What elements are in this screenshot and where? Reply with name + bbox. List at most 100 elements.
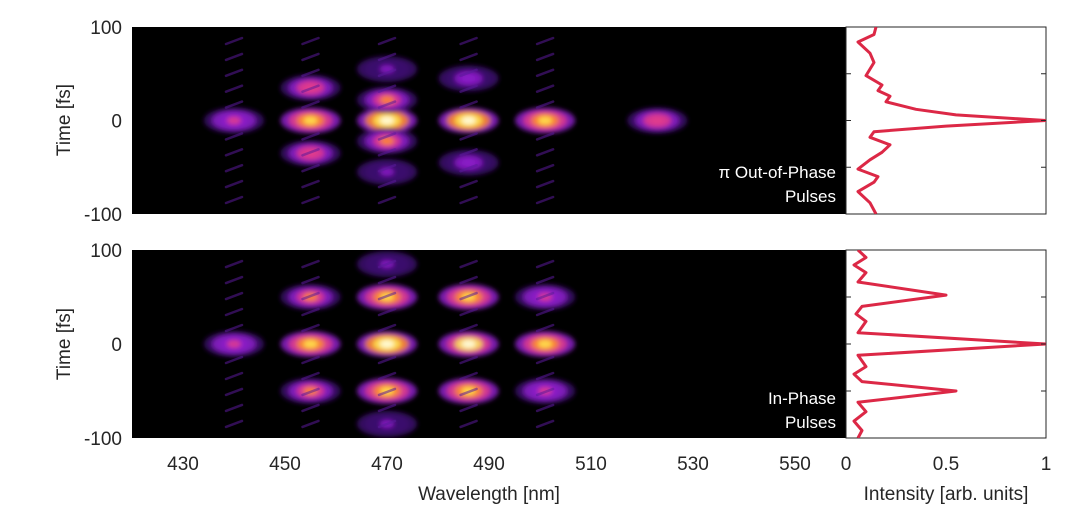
fringe-stripe [377, 52, 397, 62]
fringe-stripe [301, 132, 320, 141]
top-intensity-panel [845, 26, 1047, 215]
fringe-stripe [377, 259, 397, 269]
fringe-stripe [224, 387, 244, 397]
fringe-stripe [224, 52, 244, 62]
heatmap-blob [380, 137, 394, 146]
top-spectrogram-panel: π Out-of-Phase Pulses [132, 27, 846, 214]
fringe-stripe [377, 163, 397, 173]
fringe-stripe [459, 100, 478, 109]
fringe-stripe [301, 163, 320, 173]
fringe-stripe [459, 84, 478, 93]
fringe-stripe [535, 100, 555, 109]
heatmap-blob [650, 116, 665, 125]
top-ytick-label: 0 [111, 112, 122, 133]
fringe-stripe [377, 84, 397, 93]
bottom-annotation-line2: Pulses [785, 413, 836, 432]
bottom-annotation-line1: In-Phase [768, 389, 836, 408]
fringe-stripe [301, 36, 320, 46]
fringe-stripe [301, 355, 320, 365]
fringe-stripe [224, 195, 244, 205]
intensity-xtick-label: 0 [841, 454, 852, 475]
heatmap-blob [538, 340, 553, 348]
fringe-stripe [301, 195, 320, 205]
fringe-stripe [301, 387, 320, 397]
fringe-stripe [535, 36, 555, 46]
fringe-stripe [377, 323, 397, 333]
fringe-stripe [459, 195, 478, 205]
fringe-stripe [301, 52, 320, 62]
heatmap-blob [227, 116, 241, 125]
fringe-stripe [459, 36, 478, 46]
heatmap-blob [227, 340, 241, 348]
fringe-stripe [535, 323, 555, 333]
heatmap-blob [461, 158, 476, 167]
intensity-xlabel: Intensity [arb. units] [864, 484, 1029, 505]
fringe-stripe [377, 68, 397, 78]
fringe-stripe [459, 323, 478, 333]
fringe-stripe [301, 275, 320, 285]
wavelength-xtick-label: 450 [269, 454, 301, 475]
top-ylabel: Time [fs] [54, 84, 75, 156]
fringe-stripe [535, 148, 555, 157]
fringe-stripe [224, 100, 244, 109]
bottom-ytick-label: 0 [111, 335, 122, 356]
fringe-stripe [224, 68, 244, 78]
bottom-ytick-label: -100 [84, 429, 122, 450]
fringe-stripe [377, 403, 397, 413]
fringe-stripe [459, 132, 478, 141]
intensity-line [856, 27, 1046, 214]
fringe-stripe [535, 195, 555, 205]
fringe-stripe [301, 403, 320, 413]
fringe-stripe [224, 419, 244, 429]
fringe-stripe [535, 259, 555, 269]
fringe-stripe [459, 275, 478, 285]
fringe-stripe [224, 323, 244, 333]
bottom-ytick-label: 100 [90, 241, 122, 262]
fringe-stripe [301, 100, 320, 109]
fringe-stripe [301, 291, 320, 301]
fringe-stripe [377, 148, 397, 157]
fringe-stripe [459, 419, 478, 429]
bottom-intensity-panel [845, 249, 1047, 439]
fringe-stripe [377, 371, 397, 381]
heatmap-blob [303, 340, 318, 348]
fringe-stripe [301, 68, 320, 78]
fringe-stripe [459, 371, 478, 381]
fringe-stripe [535, 355, 555, 365]
fringe-stripe [377, 419, 397, 429]
heatmap-blob [380, 116, 394, 125]
fringe-stripe [535, 163, 555, 173]
fringe-stripe [224, 291, 244, 301]
heatmap-blob [380, 95, 394, 104]
fringe-stripe [459, 387, 478, 397]
fringe-stripe [535, 52, 555, 62]
top-ytick-label: -100 [84, 205, 122, 226]
fringe-stripe [301, 323, 320, 333]
fringe-stripe [224, 275, 244, 285]
fringe-stripe [224, 307, 244, 317]
fringe-stripe [224, 355, 244, 365]
intensity-line [852, 250, 1046, 438]
fringe-stripe [224, 259, 244, 269]
top-annotation-line1: π Out-of-Phase [718, 163, 836, 182]
fringe-stripe [377, 275, 397, 285]
fringe-stripe [377, 307, 397, 317]
bottom-spectrogram-panel: In-Phase Pulses [132, 250, 846, 438]
fringe-stripe [535, 275, 555, 285]
bottom-xlabel: Wavelength [nm] [418, 484, 560, 505]
fringe-stripe [535, 387, 555, 397]
fringe-stripe [377, 100, 397, 109]
heatmap-blob [380, 340, 394, 348]
top-ytick-label: 100 [90, 18, 122, 39]
fringe-stripe [459, 179, 478, 189]
fringe-stripe [459, 68, 478, 78]
fringe-stripe [301, 179, 320, 189]
fringe-stripe [459, 259, 478, 269]
wavelength-xtick-label: 510 [575, 454, 607, 475]
fringe-stripe [377, 36, 397, 46]
heatmap-blob [461, 74, 476, 83]
fringe-stripe [459, 307, 478, 317]
fringe-stripe [224, 148, 244, 157]
fringe-stripe [459, 163, 478, 173]
wavelength-xtick-label: 470 [371, 454, 403, 475]
